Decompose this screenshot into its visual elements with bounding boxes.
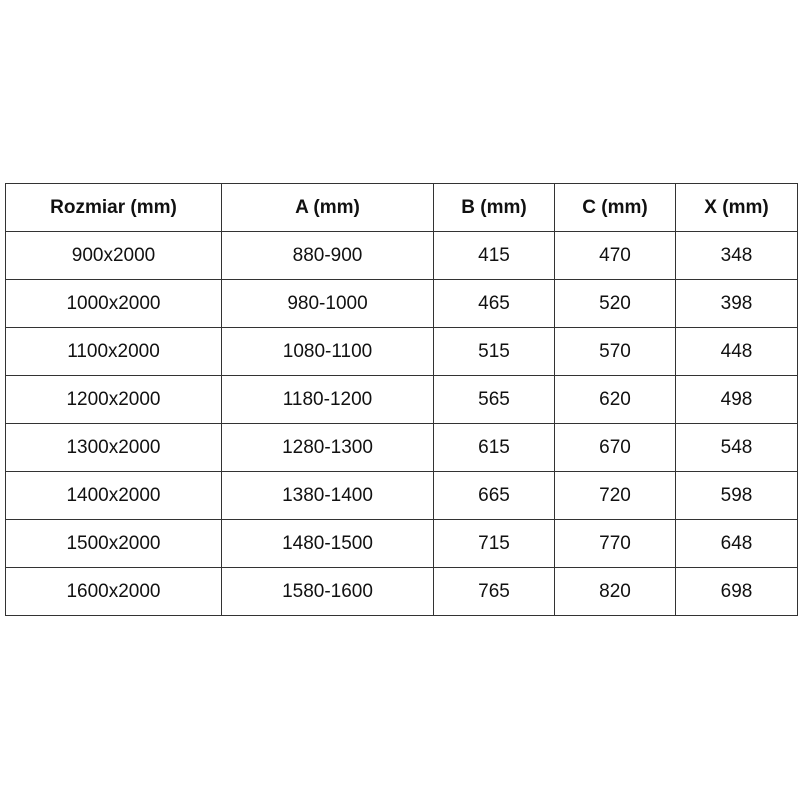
table-cell: 900x2000 <box>5 231 222 280</box>
table-cell: 1200x2000 <box>5 375 222 424</box>
table-cell: 415 <box>433 231 555 280</box>
table-row: 1000x2000 980-1000 465 520 398 <box>5 279 798 328</box>
table-cell: 980-1000 <box>221 279 434 328</box>
column-header: A (mm) <box>221 183 434 232</box>
table-cell: 565 <box>433 375 555 424</box>
table-cell: 765 <box>433 567 555 616</box>
table-row: 900x2000 880-900 415 470 348 <box>5 231 798 280</box>
table-row: 1200x2000 1180-1200 565 620 498 <box>5 375 798 424</box>
table-cell: 670 <box>554 423 676 472</box>
table-cell: 398 <box>675 279 798 328</box>
table-cell: 1300x2000 <box>5 423 222 472</box>
table-cell: 1480-1500 <box>221 519 434 568</box>
table-cell: 598 <box>675 471 798 520</box>
table-cell: 515 <box>433 327 555 376</box>
table-cell: 520 <box>554 279 676 328</box>
table-cell: 1100x2000 <box>5 327 222 376</box>
size-table: Rozmiar (mm) A (mm) B (mm) C (mm) X (mm) 900… <box>5 183 798 616</box>
table-cell: 1600x2000 <box>5 567 222 616</box>
table-cell: 720 <box>554 471 676 520</box>
table-cell: 1080-1100 <box>221 327 434 376</box>
table-cell: 1500x2000 <box>5 519 222 568</box>
column-header: Rozmiar (mm) <box>5 183 222 232</box>
table-cell: 715 <box>433 519 555 568</box>
table-cell: 770 <box>554 519 676 568</box>
table-row: 1600x2000 1580-1600 765 820 698 <box>5 567 798 616</box>
table-cell: 820 <box>554 567 676 616</box>
header-row: Rozmiar (mm) A (mm) B (mm) C (mm) X (mm) <box>5 183 798 232</box>
table-cell: 665 <box>433 471 555 520</box>
table-cell: 548 <box>675 423 798 472</box>
table-row: 1100x2000 1080-1100 515 570 448 <box>5 327 798 376</box>
table-cell: 620 <box>554 375 676 424</box>
table-cell: 1000x2000 <box>5 279 222 328</box>
table-cell: 1580-1600 <box>221 567 434 616</box>
table-row: 1300x2000 1280-1300 615 670 548 <box>5 423 798 472</box>
table-cell: 1180-1200 <box>221 375 434 424</box>
table-cell: 465 <box>433 279 555 328</box>
column-header: B (mm) <box>433 183 555 232</box>
table-cell: 448 <box>675 327 798 376</box>
table-cell: 1400x2000 <box>5 471 222 520</box>
table-cell: 615 <box>433 423 555 472</box>
table-row: 1500x2000 1480-1500 715 770 648 <box>5 519 798 568</box>
table-cell: 470 <box>554 231 676 280</box>
table-cell: 570 <box>554 327 676 376</box>
table-cell: 1280-1300 <box>221 423 434 472</box>
table-cell: 698 <box>675 567 798 616</box>
table-cell: 498 <box>675 375 798 424</box>
column-header: X (mm) <box>675 183 798 232</box>
table-cell: 1380-1400 <box>221 471 434 520</box>
table-cell: 348 <box>675 231 798 280</box>
table-row: 1400x2000 1380-1400 665 720 598 <box>5 471 798 520</box>
column-header: C (mm) <box>554 183 676 232</box>
table-cell: 880-900 <box>221 231 434 280</box>
table-cell: 648 <box>675 519 798 568</box>
